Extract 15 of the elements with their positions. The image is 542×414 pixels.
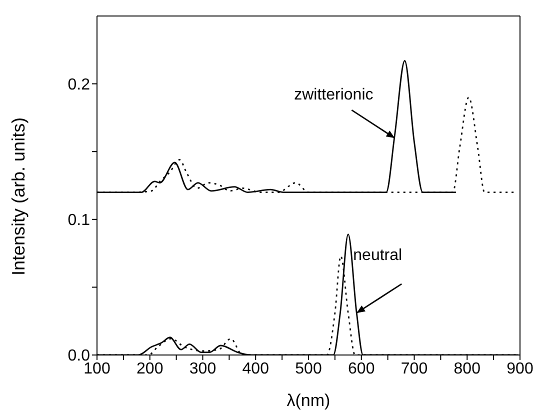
x-tick-label: 100 — [84, 360, 110, 378]
x-tick-label: 700 — [400, 360, 428, 378]
x-tick-label: 800 — [454, 360, 481, 378]
x-tick-label: 300 — [189, 360, 216, 378]
x-axis-title: λ(nm) — [286, 391, 330, 410]
annotation: neutral — [353, 247, 402, 264]
x-tick-label: 900 — [506, 360, 534, 378]
y-axis-title: Intensity (arb. units) — [8, 117, 28, 276]
annotation: zwitterionic — [294, 86, 374, 104]
x-tick-label: 400 — [242, 360, 270, 378]
x-tick-label: 200 — [136, 360, 164, 378]
x-tick-label: 500 — [295, 360, 322, 378]
y-tick-label: 0.2 — [68, 76, 90, 94]
x-tick-label: 600 — [348, 360, 375, 378]
y-tick-label: 0.1 — [68, 212, 90, 230]
